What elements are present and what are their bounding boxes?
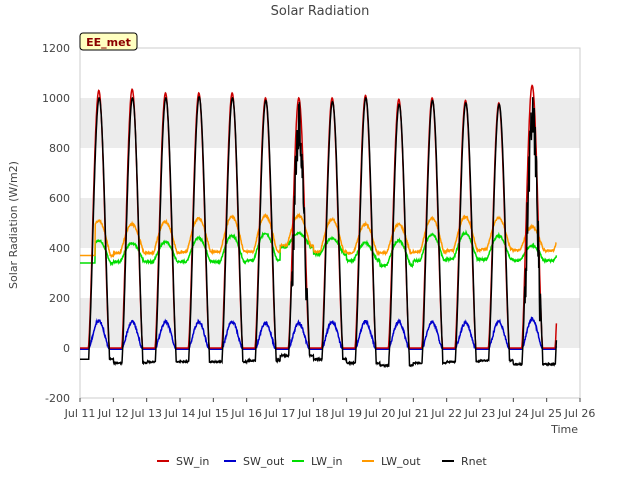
legend-label: Rnet (461, 455, 487, 468)
x-tick-label: Jul 22 (430, 407, 462, 420)
y-tick-label: 400 (49, 242, 70, 255)
y-tick-label: 0 (63, 342, 70, 355)
legend-label: LW_out (381, 455, 421, 468)
x-tick-label: Jul 15 (197, 407, 229, 420)
y-tick-label: 1000 (42, 92, 70, 105)
series-line-sw-out (80, 316, 558, 351)
y-axis-ticks: -200 0 200 400 600 800 1000 1200 (42, 42, 70, 405)
y-tick-label: -200 (45, 392, 70, 405)
x-tick-label: Jul 21 (397, 407, 429, 420)
station-badge-label: EE_met (86, 36, 131, 49)
chart-title: Solar Radiation (271, 4, 370, 19)
y-tick-label: 800 (49, 142, 70, 155)
series-line-rnet (80, 95, 558, 369)
x-tick-label: Jul 11 (64, 407, 96, 420)
y-tick-label: 1200 (42, 42, 70, 55)
x-tick-label: Jul 18 (297, 407, 329, 420)
station-badge: EE_met (79, 32, 138, 51)
x-tick-label: Jul 26 (564, 407, 596, 420)
legend-label: LW_in (311, 455, 343, 468)
plot-frame (79, 47, 581, 399)
x-tick-label: Jul 23 (464, 407, 496, 420)
x-tick-label: Jul 24 (497, 407, 529, 420)
legend-label: SW_out (243, 455, 285, 468)
x-tick-label: Jul 19 (330, 407, 362, 420)
x-tick-label: Jul 12 (97, 407, 129, 420)
x-axis-label: Time (550, 423, 578, 436)
y-axis-label: Solar Radiation (W/m2) (7, 161, 20, 289)
x-tick-label: Jul 20 (364, 407, 396, 420)
series-layer (80, 84, 558, 369)
y-tick-label: 600 (49, 192, 70, 205)
station-badge-box (79, 32, 138, 51)
x-tick-label: Jul 13 (130, 407, 162, 420)
legend-label: SW_in (176, 455, 209, 468)
legend: SW_in SW_out LW_in LW_out Rnet (157, 455, 487, 468)
x-tick-label: Jul 25 (530, 407, 562, 420)
x-tick-label: Jul 17 (264, 407, 296, 420)
x-axis-ticks: Jul 11 Jul 12 Jul 13 Jul 14 Jul 15 Jul 16 Jul … (64, 398, 596, 420)
x-tick-label: Jul 16 (230, 407, 262, 420)
x-tick-label: Jul 14 (164, 407, 196, 420)
y-tick-label: 200 (49, 292, 70, 305)
